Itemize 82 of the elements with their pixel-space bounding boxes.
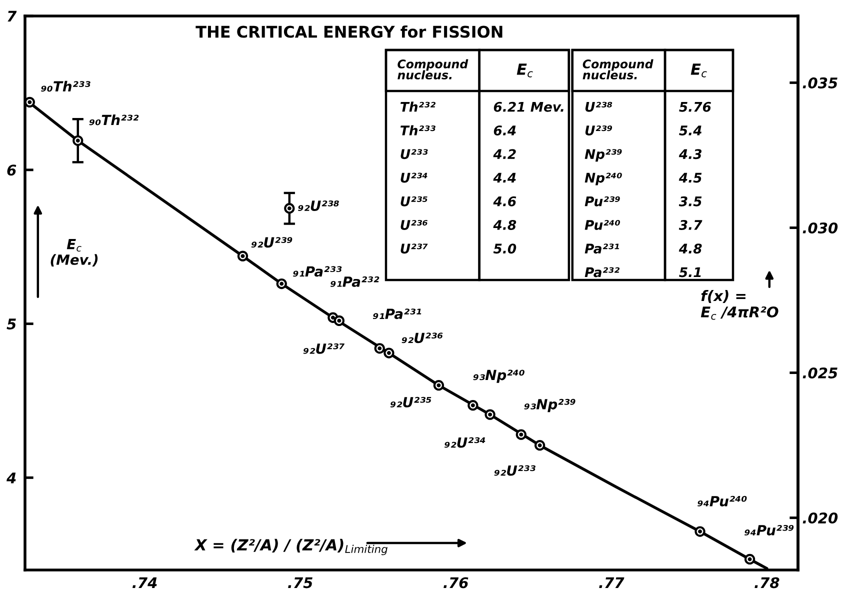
annotation: 5.0 — [493, 244, 516, 254]
annotation: ₉₁Pa²³³ — [293, 266, 342, 277]
annotation: 3.5 — [678, 196, 702, 206]
annotation: Th²³³ — [400, 125, 436, 136]
annotation: 5.4 — [679, 126, 702, 136]
annotation: U²³⁸ — [585, 102, 612, 112]
annotation: U²³⁴ — [400, 172, 428, 183]
point — [374, 343, 385, 354]
x-axis-title: X = (Z²/A) / (Z²/A)$_{Limiting}$ — [194, 538, 388, 556]
y2-axis-title: f(x) = E$_{c}$ /4πR²O — [700, 290, 778, 320]
annotation: E$_{c}$ — [690, 64, 707, 78]
annotation: Np²³⁹ — [584, 149, 622, 162]
y-tick-label: 6 — [7, 164, 16, 176]
annotation: 4.4 — [493, 172, 516, 183]
annotation: ₉₃Np²⁴⁰ — [473, 370, 524, 383]
annotation: U²³⁵ — [400, 196, 428, 206]
y-tick-label: 7 — [8, 10, 17, 22]
annotation: ₉₀Th²³³ — [41, 80, 90, 92]
annotation: Compound nucleus. — [398, 59, 468, 80]
point — [237, 250, 248, 262]
y-axis-title: E$_{c}$ (Mev.) — [50, 239, 98, 267]
annotation: U²³⁶ — [400, 220, 428, 230]
annotation: ₉₂U²³⁴ — [444, 437, 486, 448]
annotation: ₉₂U²³⁵ — [390, 396, 432, 408]
annotation: Pu²⁴⁰ — [584, 220, 620, 230]
annotation: ₉₂U²³³ — [494, 465, 536, 476]
annotation: Pa²³² — [584, 267, 620, 278]
annotation: ₉₁Pa²³² — [330, 276, 380, 287]
annotation: Compound nucleus. — [582, 59, 654, 80]
annotation: ₉₂U²³⁸ — [298, 200, 339, 211]
point — [433, 380, 444, 391]
annotation: ₉₃Np²³⁹ — [524, 398, 576, 412]
annotation: 5.76 — [679, 102, 711, 112]
annotation: 6.4 — [494, 125, 516, 136]
annotation: 4.3 — [678, 149, 702, 160]
point — [468, 400, 478, 411]
y-tick-label: 4 — [6, 472, 16, 484]
point — [334, 315, 344, 326]
point — [384, 348, 394, 358]
annotation: ₉₀Th²³² — [89, 114, 139, 126]
point — [516, 429, 526, 440]
annotation: U²³⁷ — [400, 244, 428, 254]
annotation: 4.8 — [493, 220, 516, 230]
annotation: 4.8 — [678, 244, 702, 254]
annotation: 5.1 — [679, 267, 701, 278]
annotation: ₉₂U²³⁶ — [402, 332, 443, 344]
annotation: E$_{c}$ — [516, 64, 533, 78]
x-tick-label: .75 — [288, 577, 312, 588]
annotation: 6.21 Mev. — [494, 102, 564, 112]
annotation: Pu²³⁹ — [584, 196, 620, 206]
x-tick-label: .74 — [132, 577, 157, 588]
x-tick-label: .77 — [599, 577, 624, 588]
y2-tick-label: .020 — [802, 512, 838, 524]
point — [25, 96, 35, 108]
point — [276, 278, 287, 290]
x-tick-label: .76 — [444, 577, 468, 588]
annotation: U²³³ — [400, 149, 428, 160]
point — [484, 409, 496, 420]
y2-tick-label: .035 — [802, 77, 838, 88]
annotation: ₉₄Pu²³⁹ — [744, 524, 794, 536]
point — [284, 203, 295, 214]
y2-tick-label: .030 — [802, 222, 838, 234]
point — [694, 526, 706, 537]
y-tick-label: 5 — [6, 318, 16, 330]
point — [72, 135, 84, 146]
chart-title: THE CRITICAL ENERGY for FISSION — [196, 25, 502, 38]
annotation: ₉₂U²³⁹ — [251, 237, 292, 248]
annotation: 3.7 — [678, 220, 702, 230]
annotation: Pa²³¹ — [584, 244, 620, 254]
annotation: ₉₄Pu²⁴⁰ — [698, 496, 747, 506]
annotation: ₉₁Pa²³¹ — [372, 308, 422, 320]
point — [534, 440, 546, 451]
annotation: 4.2 — [493, 149, 516, 159]
annotation: Np²⁴⁰ — [584, 172, 622, 186]
annotation: ₉₂U²³⁷ — [303, 343, 344, 354]
annotation: 4.5 — [678, 172, 702, 183]
y2-tick-label: .025 — [802, 367, 838, 379]
annotation: 4.6 — [493, 196, 516, 206]
x-tick-label: .78 — [754, 577, 780, 588]
annotation: U²³⁹ — [585, 125, 612, 136]
annotation: Th²³² — [400, 102, 436, 112]
point — [744, 554, 756, 565]
